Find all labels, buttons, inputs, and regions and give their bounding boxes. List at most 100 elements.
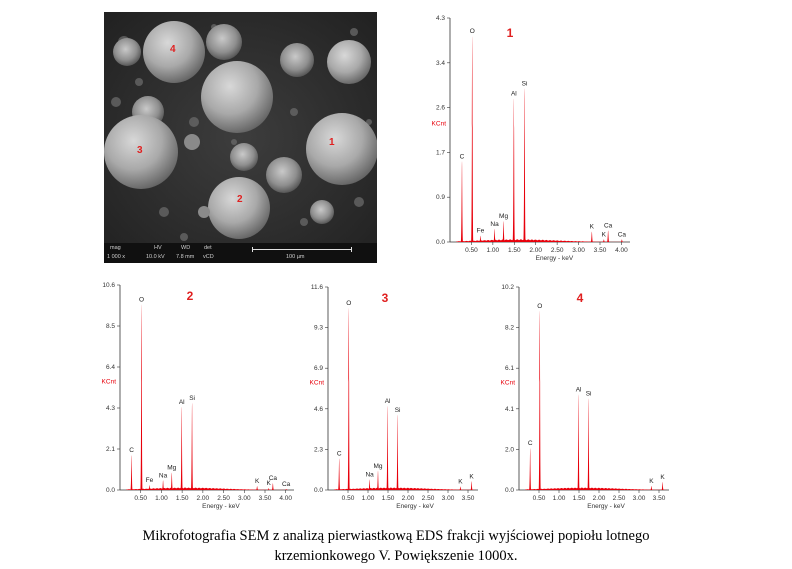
peak-mg <box>502 221 505 242</box>
peak-al <box>386 406 389 490</box>
peak-al <box>512 98 515 242</box>
peak-label-na: Na <box>159 472 168 479</box>
peak-c <box>338 458 341 490</box>
peak-label-mg: Mg <box>373 463 382 470</box>
caption-line-2: krzemionkowego V. Powiększenie 1000x. <box>274 548 518 564</box>
peak-na <box>161 480 165 490</box>
peak-label-si: Si <box>189 395 195 402</box>
peak-label-mg: Mg <box>167 465 176 472</box>
x-tick-label: 0.50 <box>134 495 147 502</box>
y-tick-label: 1.7 <box>436 149 445 156</box>
x-tick-label: 3.00 <box>572 247 585 254</box>
x-tick-label: 1.50 <box>573 495 586 502</box>
peak-label-c: C <box>337 451 342 458</box>
x-tick-label: 3.50 <box>653 495 666 502</box>
databar-det-value: vCD <box>203 254 214 260</box>
x-axis-label: Energy - keV <box>396 503 434 510</box>
eds-spectrum-1: 0.0 0.9 1.7 2.6 3.4 4.3 KCnt 0.50 1.00 1.50 2.00 2.… <box>400 10 650 272</box>
particle-label-1: 1 <box>329 137 335 148</box>
peak-label-si: Si <box>586 390 592 397</box>
peak-mg <box>376 470 380 490</box>
y-tick-label: 0.0 <box>436 239 445 246</box>
y-tick-label: 8.5 <box>106 323 115 330</box>
databar-wd-header: WD <box>181 245 191 251</box>
continuum <box>525 487 667 490</box>
peak-k <box>650 486 653 490</box>
peak-si <box>587 398 590 490</box>
peak-label-k: K <box>458 479 463 486</box>
particle-label-3: 3 <box>137 145 143 156</box>
spectrum-title: 3 <box>382 291 389 305</box>
peak-label-al: Al <box>576 386 582 393</box>
sem-databar: mag HV WD det 1 000 x 10.0 kV 7.8 mm vCD… <box>104 243 377 263</box>
continuum <box>456 239 628 242</box>
peak-k <box>470 481 473 490</box>
y-tick-label: 2.3 <box>314 446 323 453</box>
spectrum-title: 4 <box>577 291 584 305</box>
x-tick-label: 1.50 <box>382 495 395 502</box>
peak-label-si: Si <box>522 80 528 87</box>
x-tick-label: 3.50 <box>259 495 272 502</box>
x-axis-label: Energy - keV <box>587 503 625 510</box>
peak-label-mg: Mg <box>499 213 508 220</box>
peak-ca <box>620 239 623 242</box>
peak-label-k: K <box>590 224 595 231</box>
x-tick-label: 4.00 <box>279 495 292 502</box>
peak-label-o: O <box>139 296 144 303</box>
eds-spectrum-3: 0.0 2.3 4.6 6.9 9.3 11.6 KCnt 0.50 1.00 1.50 2.00 2… <box>280 278 505 518</box>
peak-label-c: C <box>460 153 465 160</box>
spectrum-svg: 0.0 2.0 4.1 6.1 8.2 10.2 KCnt 0.50 1.00 1.50 2.00 2… <box>501 284 669 510</box>
peak-mg <box>170 472 173 490</box>
y-tick-label: 0.9 <box>436 194 445 201</box>
y-axis-label: KCnt <box>432 121 447 128</box>
y-tick-label: 10.6 <box>102 282 115 289</box>
peak-label-na: Na <box>490 221 499 228</box>
peak-ca <box>607 230 610 242</box>
scale-bar-label: 100 µm <box>286 254 305 260</box>
y-tick-label: 8.2 <box>505 325 514 332</box>
peak-label-o: O <box>346 300 351 307</box>
peak-k <box>590 231 593 242</box>
x-tick-label: 1.00 <box>553 495 566 502</box>
eds-spectrum-2: 0.0 2.1 4.3 6.4 8.5 10.6 KCnt 0.50 1.00 1.50 2.00 2… <box>70 278 310 518</box>
x-tick-label: 3.00 <box>238 495 251 502</box>
peak-label-fe: Fe <box>146 477 154 484</box>
x-tick-label: 0.50 <box>342 495 355 502</box>
x-tick-label: 0.50 <box>533 495 546 502</box>
y-tick-label: 0.0 <box>106 487 115 494</box>
x-tick-label: 2.50 <box>422 495 435 502</box>
peak-label-al: Al <box>511 91 517 98</box>
peak-si <box>523 88 526 242</box>
peak-label-c: C <box>129 447 134 454</box>
peak-ca <box>285 489 288 490</box>
x-tick-label: 1.00 <box>155 495 168 502</box>
peak-fe <box>479 235 482 242</box>
x-tick-label: 0.50 <box>465 247 478 254</box>
peak-si <box>396 414 399 490</box>
eds-spectrum-4: 0.0 2.0 4.1 6.1 8.2 10.2 KCnt 0.50 1.00 1.50 2.00 2… <box>470 278 695 518</box>
x-tick-label: 2.50 <box>613 495 626 502</box>
spectrum-svg: 0.0 2.3 4.6 6.9 9.3 11.6 KCnt 0.50 1.00 1.50 2.00 2… <box>310 284 478 510</box>
peak-k <box>661 482 664 490</box>
x-tick-label: 2.00 <box>529 247 542 254</box>
peak-o <box>471 36 474 242</box>
peak-label-k: K <box>602 231 607 238</box>
peak-label-na: Na <box>365 472 374 479</box>
sem-micrograph: 4 1 3 2 mag HV WD det 1 000 x 10.0 kV 7.… <box>104 12 377 263</box>
databar-hv-header: HV <box>154 245 162 251</box>
peak-ca <box>271 483 274 490</box>
peak-si <box>190 402 194 490</box>
peak-label-c: C <box>528 440 533 447</box>
x-axis-label: Energy - keV <box>536 255 574 262</box>
particle-label-4: 4 <box>170 44 176 55</box>
continuum <box>126 487 292 490</box>
peak-label-k: K <box>267 480 272 487</box>
y-tick-label: 2.1 <box>106 446 115 453</box>
y-axis-label: KCnt <box>102 378 117 385</box>
x-tick-label: 2.00 <box>593 495 606 502</box>
databar-wd-value: 7.8 mm <box>176 254 195 260</box>
x-tick-label: 1.50 <box>176 495 189 502</box>
peak-label-ca: Ca <box>618 231 627 238</box>
peak-c <box>460 161 464 242</box>
peak-label-k: K <box>649 478 654 485</box>
